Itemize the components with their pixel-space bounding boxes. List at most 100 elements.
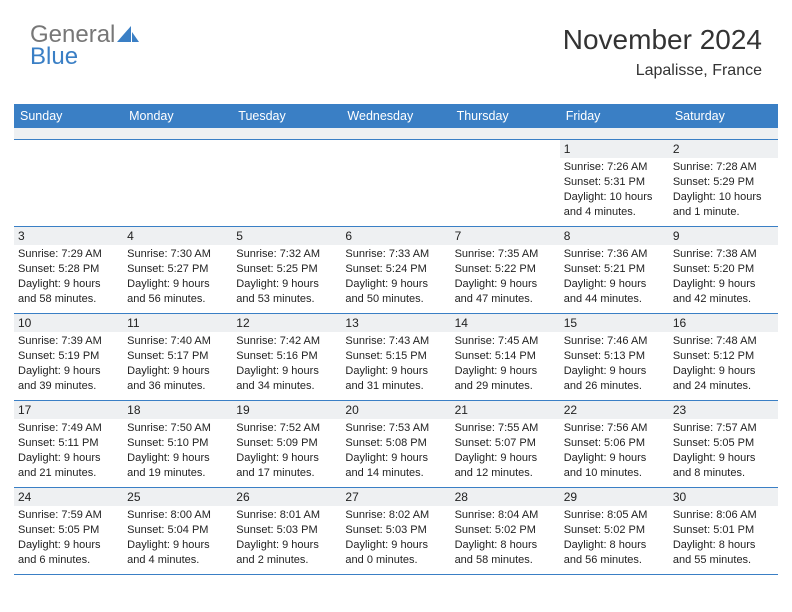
dow-sunday: Sunday: [14, 104, 123, 128]
day-13: 13Sunrise: 7:43 AMSunset: 5:15 PMDayligh…: [341, 314, 450, 400]
day-line: Sunset: 5:29 PM: [673, 175, 774, 190]
day-details: Sunrise: 8:05 AMSunset: 5:02 PMDaylight:…: [560, 506, 669, 573]
day-line: Sunrise: 7:36 AM: [564, 247, 665, 262]
day-empty: [451, 140, 560, 226]
day-details: Sunrise: 8:01 AMSunset: 5:03 PMDaylight:…: [232, 506, 341, 573]
day-line: Sunrise: 7:57 AM: [673, 421, 774, 436]
day-empty: [341, 140, 450, 226]
day-number: 20: [341, 401, 450, 419]
day-line: Daylight: 9 hours and 12 minutes.: [455, 451, 556, 481]
day-19: 19Sunrise: 7:52 AMSunset: 5:09 PMDayligh…: [232, 401, 341, 487]
day-6: 6Sunrise: 7:33 AMSunset: 5:24 PMDaylight…: [341, 227, 450, 313]
day-number: 2: [669, 140, 778, 158]
dow-tuesday: Tuesday: [232, 104, 341, 128]
week-row: 17Sunrise: 7:49 AMSunset: 5:11 PMDayligh…: [14, 401, 778, 488]
day-line: Daylight: 9 hours and 39 minutes.: [18, 364, 119, 394]
day-7: 7Sunrise: 7:35 AMSunset: 5:22 PMDaylight…: [451, 227, 560, 313]
day-line: Sunset: 5:25 PM: [236, 262, 337, 277]
day-line: Sunrise: 7:45 AM: [455, 334, 556, 349]
day-line: Sunset: 5:24 PM: [345, 262, 446, 277]
day-number: 23: [669, 401, 778, 419]
day-22: 22Sunrise: 7:56 AMSunset: 5:06 PMDayligh…: [560, 401, 669, 487]
day-details: Sunrise: 7:28 AMSunset: 5:29 PMDaylight:…: [669, 158, 778, 225]
day-line: Sunset: 5:14 PM: [455, 349, 556, 364]
day-line: Sunset: 5:10 PM: [127, 436, 228, 451]
day-line: Daylight: 9 hours and 47 minutes.: [455, 277, 556, 307]
dow-wednesday: Wednesday: [341, 104, 450, 128]
day-3: 3Sunrise: 7:29 AMSunset: 5:28 PMDaylight…: [14, 227, 123, 313]
day-line: Sunset: 5:16 PM: [236, 349, 337, 364]
day-line: Daylight: 8 hours and 58 minutes.: [455, 538, 556, 568]
day-line: Sunset: 5:02 PM: [455, 523, 556, 538]
day-1: 1Sunrise: 7:26 AMSunset: 5:31 PMDaylight…: [560, 140, 669, 226]
day-line: Sunset: 5:28 PM: [18, 262, 119, 277]
day-line: Daylight: 9 hours and 6 minutes.: [18, 538, 119, 568]
day-empty: [232, 140, 341, 226]
day-details: Sunrise: 7:53 AMSunset: 5:08 PMDaylight:…: [341, 419, 450, 486]
day-line: Sunrise: 8:04 AM: [455, 508, 556, 523]
sail-icon: [117, 24, 139, 46]
day-18: 18Sunrise: 7:50 AMSunset: 5:10 PMDayligh…: [123, 401, 232, 487]
day-details: Sunrise: 7:59 AMSunset: 5:05 PMDaylight:…: [14, 506, 123, 573]
day-details: Sunrise: 7:57 AMSunset: 5:05 PMDaylight:…: [669, 419, 778, 486]
day-12: 12Sunrise: 7:42 AMSunset: 5:16 PMDayligh…: [232, 314, 341, 400]
header-spacer: [14, 128, 778, 140]
brand-text: General Blue: [30, 24, 139, 67]
day-details: Sunrise: 7:32 AMSunset: 5:25 PMDaylight:…: [232, 245, 341, 312]
day-line: Sunset: 5:07 PM: [455, 436, 556, 451]
day-details: Sunrise: 7:46 AMSunset: 5:13 PMDaylight:…: [560, 332, 669, 399]
day-line: Daylight: 9 hours and 2 minutes.: [236, 538, 337, 568]
day-line: Sunset: 5:20 PM: [673, 262, 774, 277]
day-number: 24: [14, 488, 123, 506]
week-row: 3Sunrise: 7:29 AMSunset: 5:28 PMDaylight…: [14, 227, 778, 314]
day-26: 26Sunrise: 8:01 AMSunset: 5:03 PMDayligh…: [232, 488, 341, 574]
day-details: Sunrise: 7:35 AMSunset: 5:22 PMDaylight:…: [451, 245, 560, 312]
day-line: Sunrise: 7:40 AM: [127, 334, 228, 349]
day-number: 29: [560, 488, 669, 506]
day-line: Sunrise: 8:02 AM: [345, 508, 446, 523]
day-line: Sunrise: 7:48 AM: [673, 334, 774, 349]
day-line: Daylight: 9 hours and 36 minutes.: [127, 364, 228, 394]
day-line: Daylight: 9 hours and 24 minutes.: [673, 364, 774, 394]
day-line: Daylight: 8 hours and 56 minutes.: [564, 538, 665, 568]
day-line: Daylight: 9 hours and 34 minutes.: [236, 364, 337, 394]
day-number: 4: [123, 227, 232, 245]
day-line: Daylight: 9 hours and 21 minutes.: [18, 451, 119, 481]
calendar-grid: SundayMondayTuesdayWednesdayThursdayFrid…: [14, 104, 778, 575]
day-line: Daylight: 9 hours and 29 minutes.: [455, 364, 556, 394]
day-line: Sunset: 5:08 PM: [345, 436, 446, 451]
day-line: Sunrise: 7:39 AM: [18, 334, 119, 349]
day-number: 3: [14, 227, 123, 245]
day-details: Sunrise: 7:56 AMSunset: 5:06 PMDaylight:…: [560, 419, 669, 486]
day-line: Sunset: 5:05 PM: [673, 436, 774, 451]
day-number: 21: [451, 401, 560, 419]
day-line: Sunset: 5:03 PM: [345, 523, 446, 538]
day-number: 10: [14, 314, 123, 332]
day-30: 30Sunrise: 8:06 AMSunset: 5:01 PMDayligh…: [669, 488, 778, 574]
day-details: Sunrise: 7:43 AMSunset: 5:15 PMDaylight:…: [341, 332, 450, 399]
week-row: 24Sunrise: 7:59 AMSunset: 5:05 PMDayligh…: [14, 488, 778, 575]
day-number: 11: [123, 314, 232, 332]
day-details: Sunrise: 7:55 AMSunset: 5:07 PMDaylight:…: [451, 419, 560, 486]
dow-saturday: Saturday: [669, 104, 778, 128]
day-28: 28 Sunrise: 8:04 AMSunset: 5:02 PMDayligh…: [451, 488, 560, 574]
day-11: 11Sunrise: 7:40 AMSunset: 5:17 PMDayligh…: [123, 314, 232, 400]
day-line: Sunset: 5:19 PM: [18, 349, 119, 364]
day-line: Daylight: 9 hours and 10 minutes.: [564, 451, 665, 481]
day-line: Sunrise: 8:00 AM: [127, 508, 228, 523]
day-2: 2Sunrise: 7:28 AMSunset: 5:29 PMDaylight…: [669, 140, 778, 226]
day-line: Daylight: 9 hours and 53 minutes.: [236, 277, 337, 307]
day-number: 5: [232, 227, 341, 245]
day-details: Sunrise: 7:39 AMSunset: 5:19 PMDaylight:…: [14, 332, 123, 399]
day-line: Sunrise: 7:38 AM: [673, 247, 774, 262]
day-number: 7: [451, 227, 560, 245]
day-number: 9: [669, 227, 778, 245]
day-number: 28: [451, 488, 560, 506]
weeks-container: 1Sunrise: 7:26 AMSunset: 5:31 PMDaylight…: [14, 140, 778, 575]
day-20: 20Sunrise: 7:53 AMSunset: 5:08 PMDayligh…: [341, 401, 450, 487]
day-number: 16: [669, 314, 778, 332]
day-number: 25: [123, 488, 232, 506]
dow-thursday: Thursday: [451, 104, 560, 128]
day-line: Daylight: 10 hours and 1 minute.: [673, 190, 774, 220]
day-details: [451, 144, 560, 152]
